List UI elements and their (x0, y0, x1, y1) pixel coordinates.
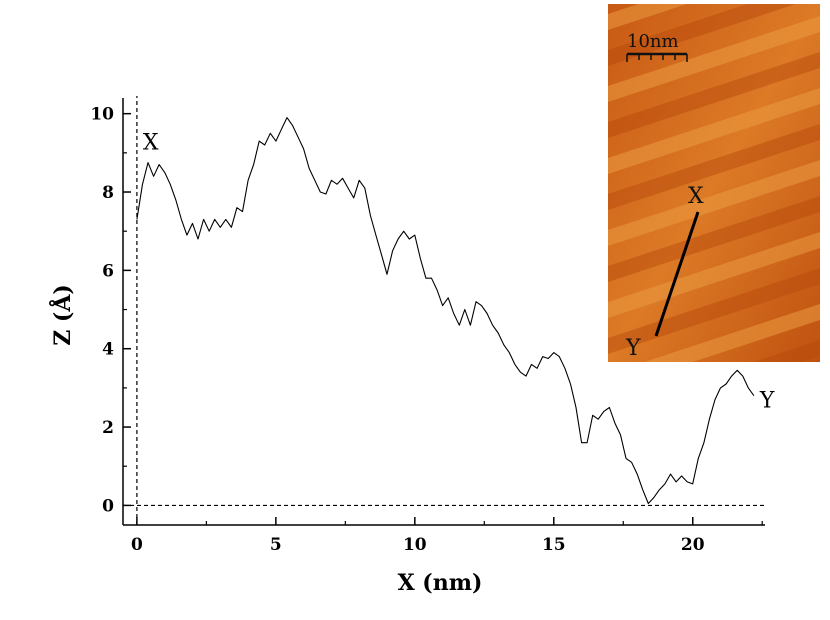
y-tick-label: 4 (102, 340, 114, 360)
terrace-stripe (608, 232, 820, 318)
profile-end-label: Y (759, 389, 775, 414)
height-profile-line (136, 117, 755, 505)
scale-bar: 10nm (626, 31, 688, 62)
x-axis-title: X (nm) (398, 570, 483, 596)
terrace-stripe (608, 52, 820, 138)
terrace-stripe (644, 304, 820, 362)
x-tick-label: 0 (131, 535, 143, 555)
inset-start-label: X (688, 184, 704, 209)
terrace-stripes (608, 4, 820, 498)
terrace-stripe (608, 376, 820, 462)
terrace-stripe (608, 16, 820, 102)
x-axis-ticks: 0 5 10 15 20 (131, 517, 763, 555)
terrace-stripe (608, 268, 820, 354)
terrace-stripe (608, 88, 820, 174)
inset-end-label: Y (625, 336, 641, 361)
y-tick-label: 0 (102, 496, 114, 516)
x-tick-label: 15 (542, 535, 566, 555)
terrace-stripe (608, 4, 687, 30)
x-tick-label: 20 (681, 535, 705, 555)
profile-start-label: X (143, 130, 159, 155)
y-axis-title: Z (Å) (49, 284, 76, 346)
y-tick-label: 6 (102, 261, 114, 281)
terrace-stripe (753, 340, 820, 362)
y-tick-label: 8 (102, 183, 114, 203)
terrace-stripe (608, 412, 820, 498)
terrace-stripe (608, 196, 820, 282)
plot-area: 0 5 10 15 20 0 2 4 6 8 10 X Y X (nm) Z (Å) (49, 96, 775, 596)
terrace-stripe (608, 124, 820, 210)
y-tick-label: 2 (102, 418, 114, 438)
inset-profile-line (654, 211, 700, 337)
x-tick-label: 10 (403, 535, 427, 555)
terrace-stripe (608, 4, 796, 66)
terrace-stripe (608, 160, 820, 246)
y-tick-label: 10 (90, 105, 114, 125)
scale-bar-label: 10nm (627, 31, 679, 52)
y-axis-ticks: 0 2 4 6 8 10 (90, 105, 131, 516)
stm-image-inset: 10nm X Y (608, 4, 820, 498)
x-tick-label: 5 (270, 535, 282, 555)
